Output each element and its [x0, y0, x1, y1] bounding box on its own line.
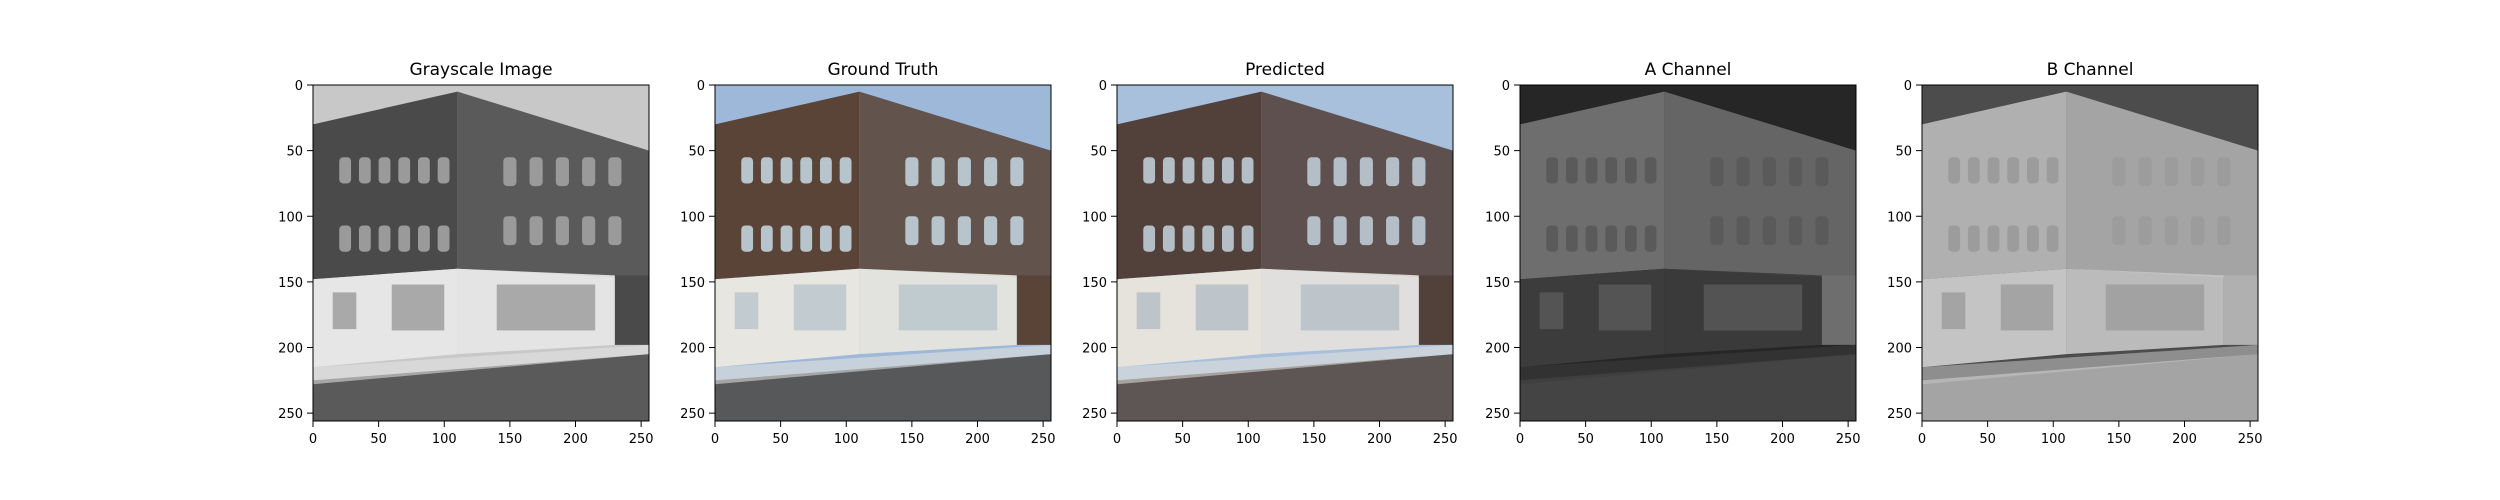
- x-tick-label: 250: [2238, 432, 2263, 447]
- y-tick-label: 250: [1485, 407, 1510, 422]
- x-tick-label: 150: [899, 432, 924, 447]
- x-tick-label: 200: [563, 432, 588, 447]
- panel-photo: [715, 85, 1051, 421]
- y-tick-label: 200: [1082, 342, 1107, 357]
- panel-3: Predicted 0 0 50 50 100 100 150 150 200 200 250 250: [1082, 60, 1457, 447]
- y-tick-label: 0: [697, 79, 705, 94]
- x-tick-label: 100: [1236, 432, 1261, 447]
- x-tick-label: 50: [1174, 432, 1191, 447]
- x-tick-label: 250: [629, 432, 654, 447]
- y-tick-label: 0: [295, 79, 303, 94]
- x-tick-label: 50: [1979, 432, 1996, 447]
- x-tick-label: 200: [2172, 432, 2197, 447]
- axes-frame: [1519, 84, 1857, 422]
- y-tick-label: 250: [1082, 407, 1107, 422]
- x-tick-label: 100: [834, 432, 859, 447]
- y-tick-label: 100: [1485, 210, 1510, 225]
- axes-frame: [312, 84, 650, 422]
- axes-frame: [1921, 84, 2259, 422]
- panel-photo: [313, 85, 649, 421]
- panel-title: Grayscale Image: [409, 60, 552, 80]
- x-tick-label: 150: [1301, 432, 1326, 447]
- y-tick-label: 200: [680, 342, 705, 357]
- x-tick-label: 0: [1113, 432, 1121, 447]
- x-tick-label: 50: [772, 432, 789, 447]
- x-tick-label: 0: [1516, 432, 1524, 447]
- y-tick-label: 250: [680, 407, 705, 422]
- y-tick-label: 50: [1090, 145, 1107, 160]
- x-tick-label: 250: [1031, 432, 1056, 447]
- panel-title: A Channel: [1645, 60, 1732, 80]
- x-tick-label: 250: [1836, 432, 1861, 447]
- y-tick-label: 50: [1895, 145, 1912, 160]
- y-tick-label: 250: [278, 407, 303, 422]
- panel-title: Ground Truth: [827, 60, 938, 80]
- x-tick-label: 50: [1577, 432, 1594, 447]
- y-tick-label: 50: [688, 145, 705, 160]
- x-tick-label: 0: [711, 432, 719, 447]
- x-tick-label: 0: [309, 432, 317, 447]
- panel-photo: [1520, 85, 1856, 421]
- x-tick-label: 200: [1367, 432, 1392, 447]
- panel-photo: [1922, 85, 2258, 421]
- y-tick-label: 100: [1887, 210, 1912, 225]
- x-tick-label: 200: [1770, 432, 1795, 447]
- panel-photo: [1117, 85, 1453, 421]
- y-tick-label: 200: [1887, 342, 1912, 357]
- y-tick-label: 150: [1485, 276, 1510, 291]
- y-tick-label: 100: [1082, 210, 1107, 225]
- x-tick-label: 0: [1918, 432, 1926, 447]
- x-tick-label: 100: [2041, 432, 2066, 447]
- y-tick-label: 100: [680, 210, 705, 225]
- y-tick-label: 0: [1502, 79, 1510, 94]
- x-tick-label: 250: [1433, 432, 1458, 447]
- panel-1: Grayscale Image 0 0 50 50 100 100 150 150 200 200 2…: [278, 60, 653, 447]
- x-tick-label: 100: [1639, 432, 1664, 447]
- y-tick-label: 50: [286, 145, 303, 160]
- y-tick-label: 0: [1904, 79, 1912, 94]
- y-tick-label: 200: [278, 342, 303, 357]
- x-tick-label: 150: [497, 432, 522, 447]
- y-tick-label: 150: [1082, 276, 1107, 291]
- y-tick-label: 150: [278, 276, 303, 291]
- x-tick-label: 150: [1704, 432, 1729, 447]
- x-tick-label: 150: [2106, 432, 2131, 447]
- panel-2: Ground Truth 0 0 50 50 100 100 150 150 200 200 250 2…: [680, 60, 1055, 447]
- y-tick-label: 250: [1887, 407, 1912, 422]
- panel-title: Predicted: [1245, 60, 1325, 80]
- panel-5: B Channel 0 0 50 50 100 100 150 150 200 200 250 250: [1887, 60, 2262, 447]
- x-tick-label: 100: [432, 432, 457, 447]
- panel-4: A Channel 0 0 50 50 100 100 150 150 200 200 250 250: [1485, 60, 1860, 447]
- y-tick-label: 150: [680, 276, 705, 291]
- y-tick-label: 50: [1493, 145, 1510, 160]
- axes-frame: [1116, 84, 1454, 422]
- x-tick-label: 50: [370, 432, 387, 447]
- y-tick-label: 200: [1485, 342, 1510, 357]
- axes-frame: [714, 84, 1052, 422]
- panel-title: B Channel: [2047, 60, 2134, 80]
- y-tick-label: 100: [278, 210, 303, 225]
- x-tick-label: 200: [965, 432, 990, 447]
- y-tick-label: 150: [1887, 276, 1912, 291]
- y-tick-label: 0: [1099, 79, 1107, 94]
